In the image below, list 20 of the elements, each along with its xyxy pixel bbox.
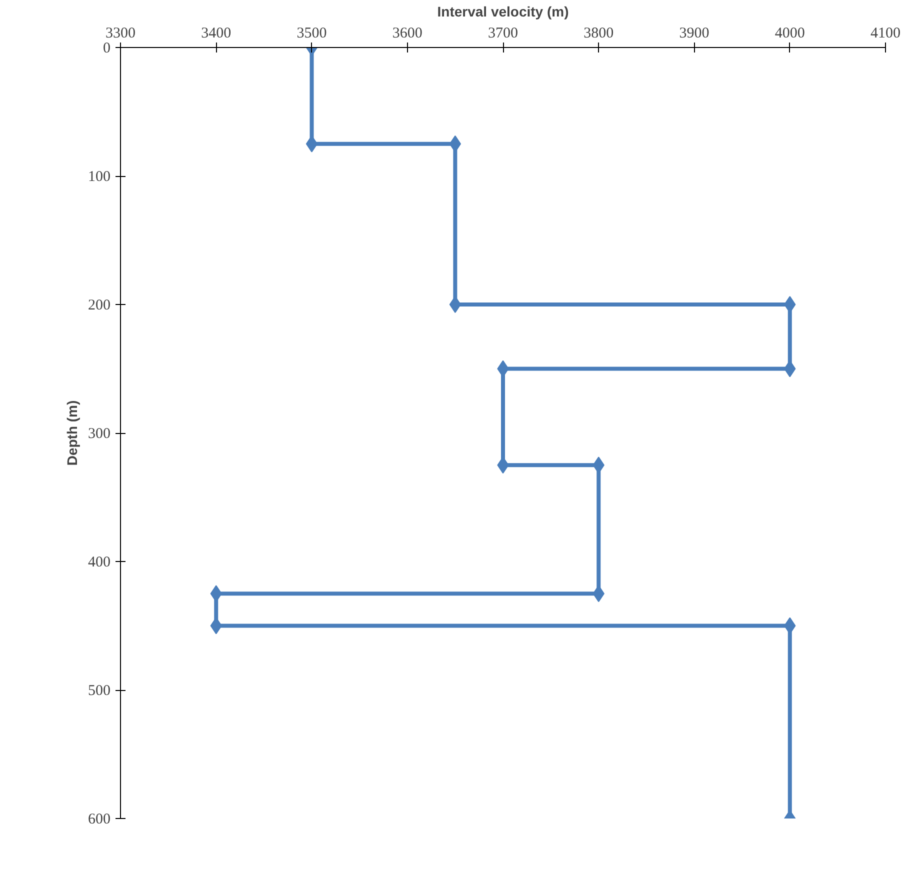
x-tick-label: 3900 bbox=[679, 26, 710, 42]
y-tick-label: 500 bbox=[88, 683, 110, 699]
point bbox=[449, 296, 462, 313]
x-tick-label: 3800 bbox=[584, 26, 614, 42]
y-tick-label: 0 bbox=[103, 40, 110, 56]
y-tick-label: 300 bbox=[88, 426, 110, 442]
x-tick-label: 3400 bbox=[201, 26, 232, 42]
x-tick-label: 3600 bbox=[392, 26, 422, 42]
x-tick-label: 3500 bbox=[296, 26, 327, 42]
x-tick-label: 3700 bbox=[488, 26, 518, 42]
y-axis-title: Depth (m) bbox=[64, 400, 80, 466]
x-axis-title: Interval velocity (m) bbox=[437, 4, 569, 20]
x-tick-label: 4000 bbox=[774, 26, 805, 42]
y-tick-label: 100 bbox=[88, 169, 110, 185]
y-tick-label: 200 bbox=[88, 298, 110, 314]
y-tick-label: 600 bbox=[88, 812, 110, 828]
y-tick-label: 400 bbox=[88, 554, 110, 570]
x-tick-label: 4100 bbox=[870, 26, 900, 42]
point bbox=[784, 296, 796, 313]
x-tick-label: 3300 bbox=[106, 26, 136, 42]
